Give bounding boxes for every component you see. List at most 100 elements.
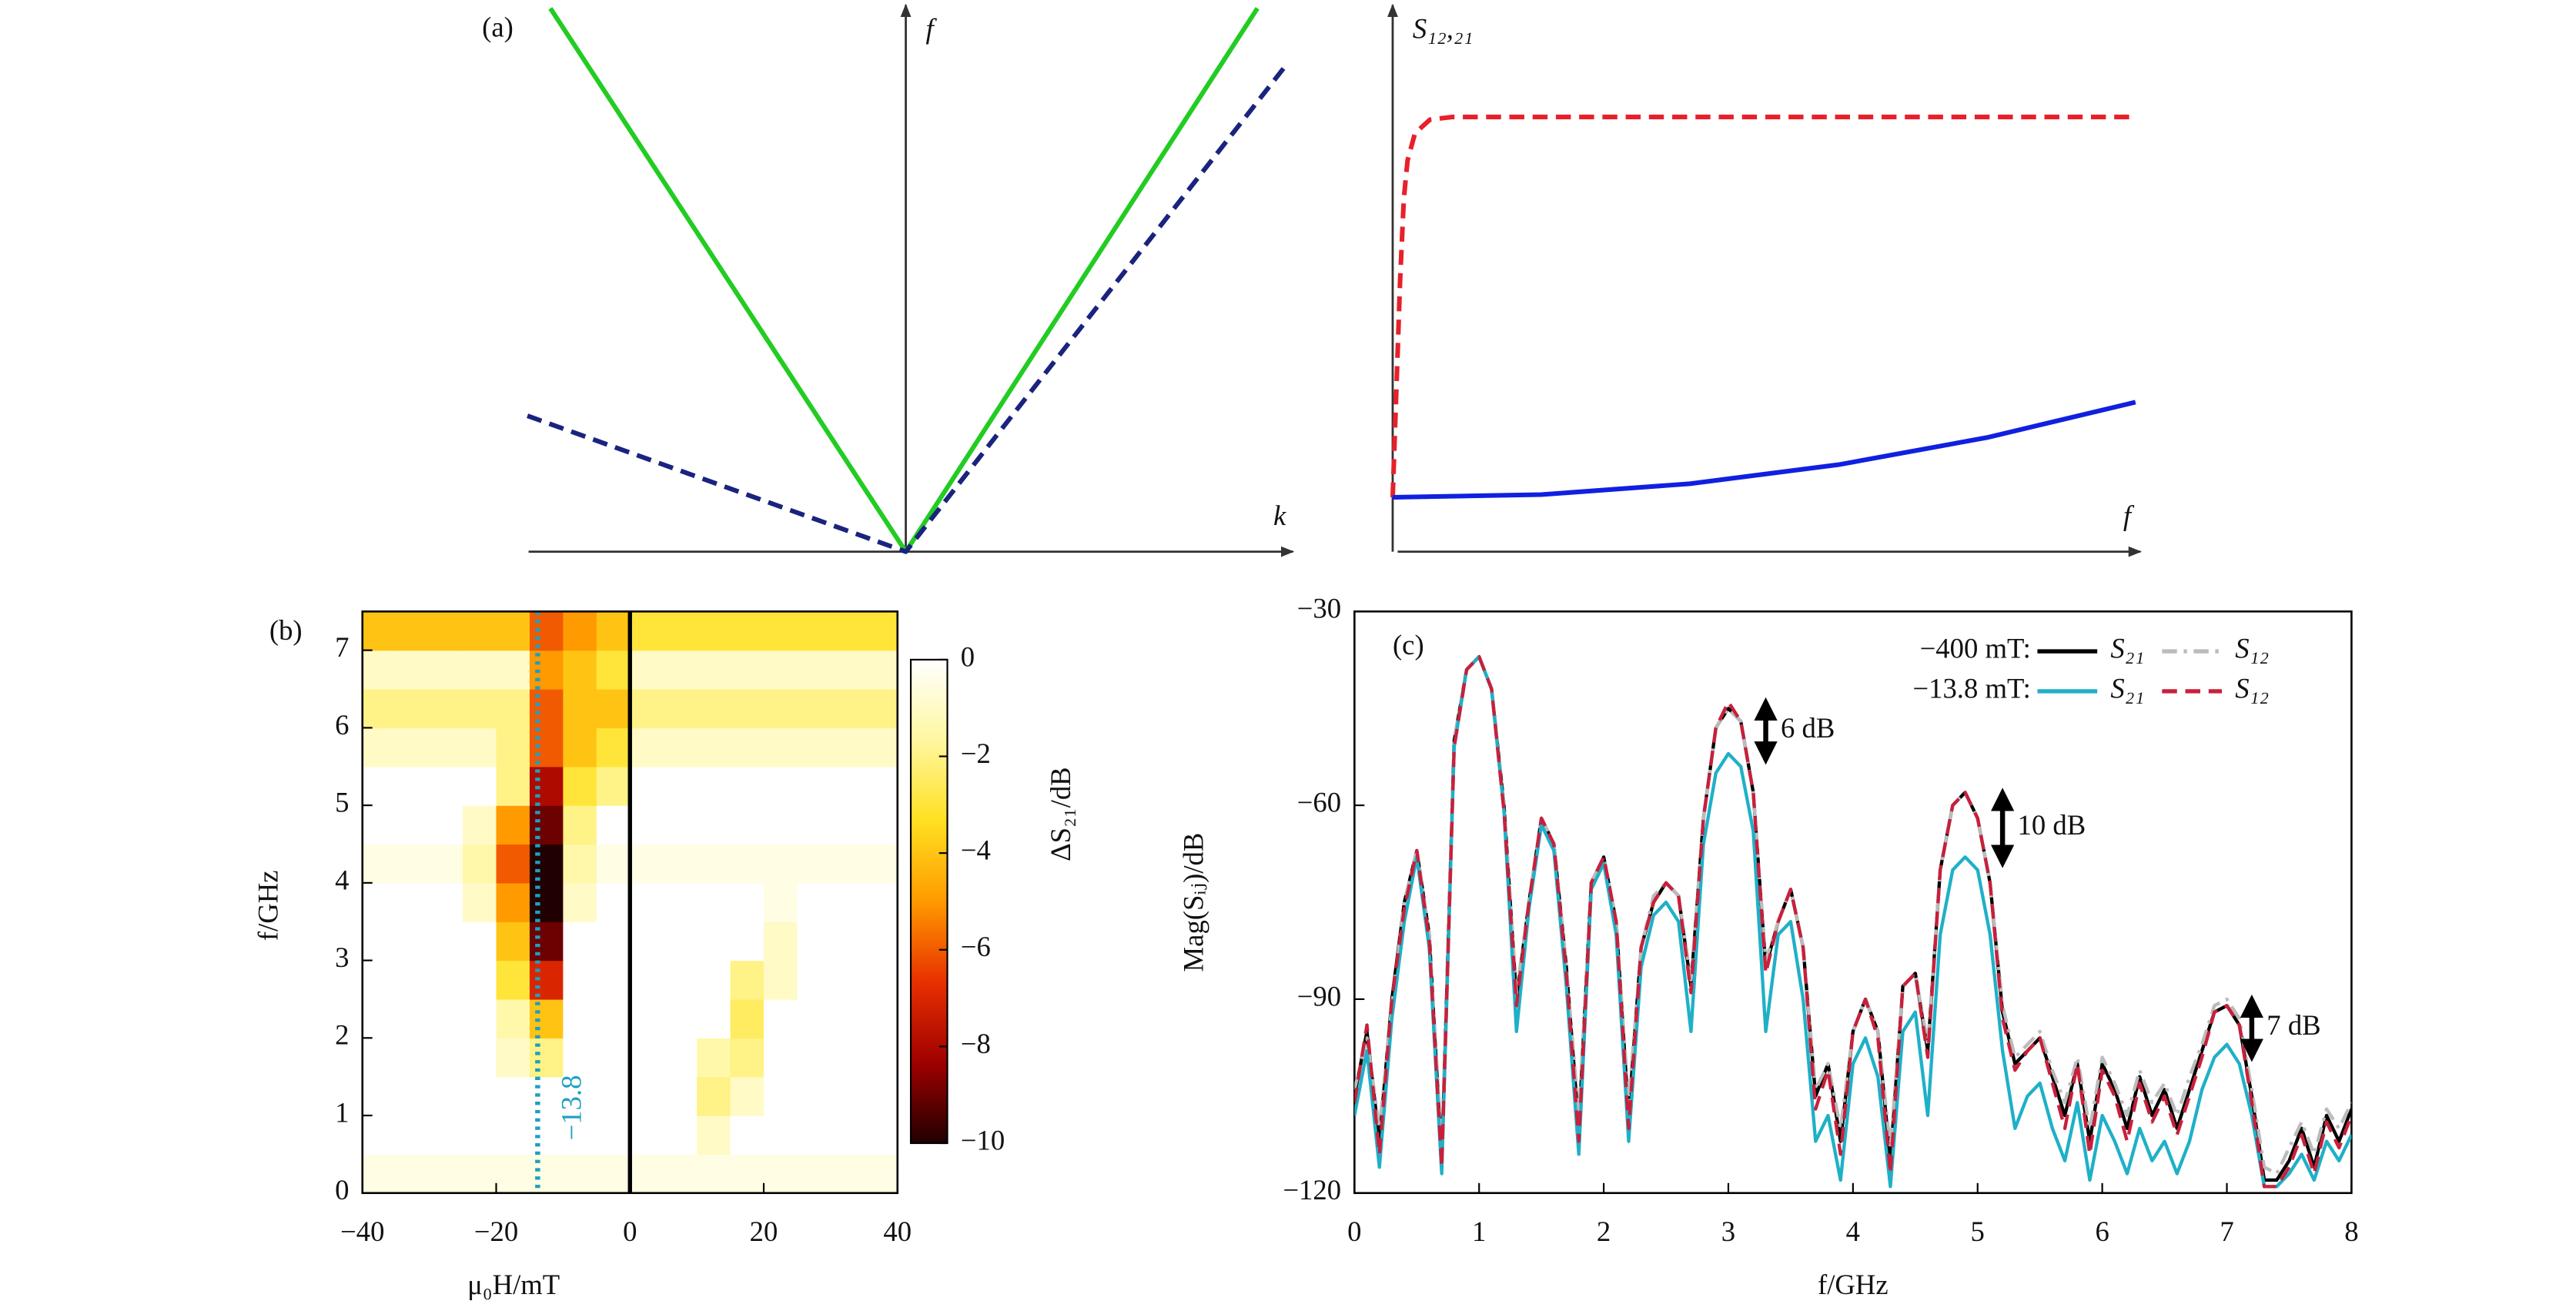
heatmap-cell xyxy=(463,998,497,1038)
panel-label: (b) xyxy=(269,614,303,646)
heatmap-cell xyxy=(797,998,831,1038)
heatmap-cell xyxy=(797,882,831,922)
heatmap-cell xyxy=(764,960,798,1000)
heatmap-cell xyxy=(764,882,798,922)
colorbar-tick-label: −6 xyxy=(961,931,991,962)
heatmap-cell xyxy=(697,1115,731,1155)
heatmap-cell xyxy=(697,998,731,1038)
heatmap-cell xyxy=(429,882,463,922)
heatmap-cell xyxy=(529,805,564,845)
y-tick-label: 7 xyxy=(335,631,349,663)
y-axis-label: S₁₂,₂₁ xyxy=(1413,12,1474,44)
heatmap-cell xyxy=(563,1115,597,1155)
heatmap-cell xyxy=(630,1038,664,1078)
series-line xyxy=(1354,654,2352,1182)
heatmap-cell xyxy=(396,960,430,1000)
heatmap-cell xyxy=(697,689,731,729)
heatmap-cell xyxy=(797,805,831,845)
heatmap-cell xyxy=(463,1154,497,1194)
heatmap-cell xyxy=(797,766,831,806)
heatmap-cell xyxy=(529,998,564,1038)
heatmap-cell xyxy=(830,921,865,962)
heatmap-cell xyxy=(529,1038,564,1078)
heatmap-cell xyxy=(864,1076,898,1116)
heatmap-cell xyxy=(797,650,831,690)
heatmap-cell xyxy=(463,727,497,768)
x-axis-label: f/GHz xyxy=(1818,1269,1889,1300)
heatmap-cell xyxy=(797,1154,831,1194)
heatmap-cell xyxy=(663,611,698,651)
heatmap-cell xyxy=(463,960,497,1000)
legend-label: S₁₂ xyxy=(2235,672,2269,704)
heatmap-cell xyxy=(764,650,798,690)
heatmap-cell xyxy=(396,611,430,651)
heatmap-cell xyxy=(596,611,631,651)
heatmap-cell xyxy=(563,882,597,922)
y-tick-label: −60 xyxy=(1297,787,1341,818)
legend-label: S₂₁ xyxy=(2110,633,2144,664)
heatmap-cell xyxy=(663,1115,698,1155)
heatmap-cell xyxy=(864,689,898,729)
x-tick-label: 2 xyxy=(1597,1216,1611,1247)
heatmap-cell xyxy=(630,921,664,962)
x-axis-label: k xyxy=(1273,500,1286,531)
heatmap-cell xyxy=(362,882,396,922)
heatmap-cell xyxy=(830,689,865,729)
x-tick-label: −40 xyxy=(340,1216,384,1247)
heatmap-cell xyxy=(697,766,731,806)
heatmap-cell xyxy=(663,1076,698,1116)
heatmap-cell xyxy=(830,960,865,1000)
heatmap-cell xyxy=(764,727,798,768)
heatmap-cell xyxy=(764,1038,798,1078)
heatmap-cell xyxy=(596,766,631,806)
heatmap-cell xyxy=(396,1115,430,1155)
x-tick-label: 8 xyxy=(2344,1216,2358,1247)
heatmap-cell xyxy=(362,611,396,651)
legend-label: S₂₁ xyxy=(2110,672,2144,704)
heatmap-cell xyxy=(563,1076,597,1116)
colorbar-tick-label: −4 xyxy=(961,834,991,866)
heatmap-cell xyxy=(463,1115,497,1155)
x-tick-label: 3 xyxy=(1721,1216,1735,1247)
heatmap-cell xyxy=(463,844,497,884)
heatmap-cell xyxy=(529,882,564,922)
heatmap-cell xyxy=(563,805,597,845)
heatmap-cell xyxy=(864,611,898,651)
heatmap-cell xyxy=(596,1154,631,1194)
heatmap-cell xyxy=(764,1154,798,1194)
colorbar-tick-label: −8 xyxy=(961,1028,991,1059)
heatmap-cell xyxy=(596,921,631,962)
heatmap-cell xyxy=(697,844,731,884)
heatmap-cell xyxy=(697,921,731,962)
heatmap-cell xyxy=(830,882,865,922)
y-axis-label: f/GHz xyxy=(252,870,283,941)
heatmap-cell xyxy=(864,805,898,845)
heatmap-cell xyxy=(663,689,698,729)
heatmap-cell xyxy=(797,844,831,884)
heatmap-cell xyxy=(663,960,698,1000)
heatmap-cell xyxy=(730,805,764,845)
heatmap-cell xyxy=(396,844,430,884)
heatmap-cell xyxy=(764,998,798,1038)
heatmap-cell xyxy=(429,921,463,962)
series-line xyxy=(1392,400,2136,500)
heatmap-cell xyxy=(496,844,530,884)
heatmap-cell xyxy=(362,650,396,690)
legend-label: S₁₂ xyxy=(2235,633,2269,664)
x-axis-label: f xyxy=(2123,500,2135,531)
heatmap-cell xyxy=(496,998,530,1038)
heatmap-cell xyxy=(429,689,463,729)
heatmap-cell xyxy=(362,1038,396,1078)
heatmap-cell xyxy=(396,1038,430,1078)
heatmap-cell xyxy=(596,805,631,845)
heatmap-cell xyxy=(596,689,631,729)
heatmap-cell xyxy=(864,1038,898,1078)
heatmap-cell xyxy=(496,960,530,1000)
heatmap-cell xyxy=(362,805,396,845)
heatmap-cell xyxy=(362,1076,396,1116)
x-tick-label: 1 xyxy=(1472,1216,1486,1247)
heatmap-cell xyxy=(563,727,597,768)
heatmap-cell xyxy=(730,960,764,1000)
y-tick-label: −90 xyxy=(1297,980,1341,1012)
